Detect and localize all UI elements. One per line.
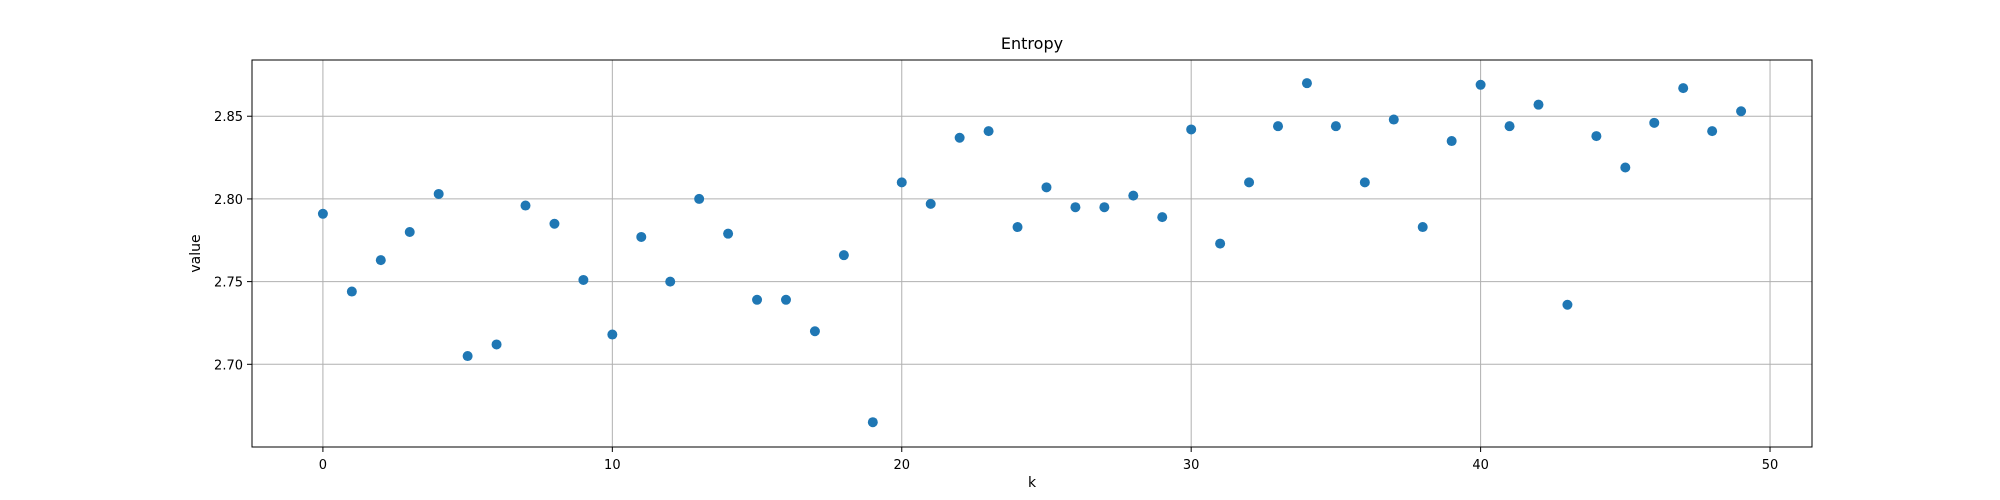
data-point (1620, 162, 1631, 173)
x-tick-label: 40 (1472, 458, 1489, 473)
data-point (549, 218, 560, 229)
data-point (838, 250, 849, 261)
data-point (1388, 114, 1399, 125)
data-point (1041, 182, 1052, 193)
data-point (1157, 212, 1168, 223)
data-point (925, 198, 936, 209)
y-tick-label: 2.75 (214, 276, 243, 291)
data-point (1417, 222, 1428, 233)
data-point (317, 208, 328, 219)
data-point (433, 188, 444, 199)
data-point (1562, 299, 1573, 310)
data-point (636, 231, 647, 242)
data-point (896, 177, 907, 188)
data-point (1128, 190, 1139, 201)
data-point (1359, 177, 1370, 188)
data-point (346, 286, 357, 297)
data-point (462, 351, 473, 362)
data-point (404, 227, 415, 237)
data-point (1707, 126, 1718, 137)
plot-frame (251, 59, 1813, 448)
y-tick-label: 2.85 (214, 110, 243, 125)
data-point (1678, 83, 1689, 94)
data-point (954, 132, 965, 143)
axis-ticks: 0 10 20 30 40 50 2.70 2.75 2.80 2.85 (214, 110, 1778, 473)
data-point (1244, 177, 1255, 188)
data-point (1273, 121, 1284, 132)
data-point (520, 200, 531, 211)
data-point (1736, 106, 1747, 117)
data-point (375, 255, 386, 266)
data-point (1215, 238, 1226, 249)
data-point (983, 126, 994, 137)
data-point (1591, 131, 1602, 142)
data-point (809, 326, 820, 337)
data-point (1649, 117, 1660, 128)
y-tick-label: 2.70 (214, 358, 243, 373)
data-point (1475, 79, 1486, 90)
y-axis-label: value (188, 234, 204, 272)
data-point (723, 228, 734, 239)
data-point (1533, 99, 1544, 110)
data-point (1446, 136, 1457, 147)
y-tick-label: 2.80 (214, 193, 243, 208)
data-point (694, 193, 705, 204)
data-point (607, 329, 618, 340)
data-point (1070, 202, 1081, 213)
chart-title: Entropy (1001, 34, 1063, 53)
data-points (317, 78, 1747, 428)
x-tick-label: 10 (604, 458, 621, 473)
x-tick-label: 0 (319, 458, 327, 473)
data-point (665, 276, 676, 287)
data-point (1012, 222, 1023, 233)
x-tick-label: 20 (893, 458, 910, 473)
data-point (867, 417, 878, 428)
data-point (1186, 124, 1197, 135)
data-point (1099, 202, 1110, 213)
x-tick-label: 50 (1762, 458, 1779, 473)
data-point (752, 294, 763, 305)
data-point (1504, 121, 1515, 132)
grid-lines (252, 60, 1812, 447)
x-tick-label: 30 (1183, 458, 1200, 473)
x-axis-label: k (1028, 475, 1037, 491)
data-point (1301, 78, 1312, 89)
data-point (491, 339, 502, 350)
data-point (1330, 121, 1341, 132)
data-point (578, 274, 589, 285)
data-point (780, 294, 791, 305)
